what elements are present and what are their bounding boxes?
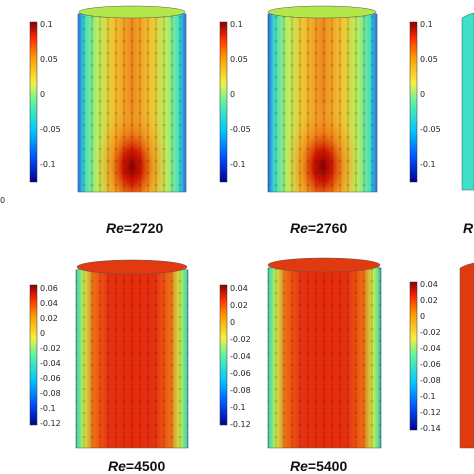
colorbar-tick: -0.14 [420, 424, 441, 433]
colorbar-tick: -0.12 [230, 420, 251, 429]
colorbar-tick: -0.02 [230, 335, 251, 344]
colorbar-tick: -0.08 [230, 386, 251, 395]
colorbar-tick: -0.12 [420, 408, 441, 417]
colorbar-tick: 0.05 [230, 55, 248, 64]
flow-field-panel-partial [459, 262, 474, 449]
colorbar-tick: 0.05 [40, 55, 58, 64]
colorbar-tick: -0.1 [420, 392, 436, 401]
colorbar-tick: -0.06 [230, 369, 251, 378]
colorbar-tick: 0 [420, 90, 425, 99]
colorbar-row2-left: 0.06 0.04 0.02 0 -0.02 -0.04 -0.06 -0.08… [29, 284, 61, 428]
colorbar-tick: -0.06 [40, 374, 61, 383]
colorbar-tick: -0.08 [420, 376, 441, 385]
colorbar-row1-right: 0.1 0.05 0 -0.05 -0.1 [409, 20, 441, 183]
flow-field-panel [77, 5, 187, 193]
colorbar-tick: 0.02 [230, 301, 248, 310]
flow-field-panel [267, 5, 378, 193]
flow-field-panel [267, 257, 382, 449]
colorbar-tick: 0.04 [420, 280, 438, 289]
colorbar-tick: -0.02 [40, 344, 61, 353]
colorbar-tick: -0.1 [230, 160, 246, 169]
flow-field-panel-partial [461, 12, 474, 191]
colorbar-tick: -0.05 [230, 125, 251, 134]
flow-field-panel [75, 259, 189, 449]
colorbar-row1-middle: 0.1 0.05 0 -0.05 -0.1 [219, 20, 251, 183]
left-edge-fragment: 0 [0, 196, 5, 205]
colorbar-tick: -0.12 [40, 419, 61, 428]
colorbar-tick: 0.02 [40, 314, 58, 323]
colorbar-row2-right: 0.04 0.02 0 -0.02 -0.04 -0.06 -0.08 -0.1… [409, 280, 441, 433]
colorbar-tick: 0.06 [40, 284, 58, 293]
colorbar-row1-left: 0.1 0.05 0 -0.05 -0.1 [29, 20, 61, 183]
colorbar-tick: -0.05 [420, 125, 441, 134]
colorbar-tick: -0.04 [40, 359, 61, 368]
colorbar-tick: -0.1 [420, 160, 436, 169]
colorbar-tick: -0.05 [40, 125, 61, 134]
colorbar-tick: 0.05 [420, 55, 438, 64]
colorbar-tick: -0.1 [230, 403, 246, 412]
colorbar-ticks: 0.1 0.05 0 -0.05 -0.1 [40, 20, 61, 169]
colorbar-tick: -0.1 [40, 404, 56, 413]
colorbar-tick: -0.06 [420, 360, 441, 369]
colorbar-tick: -0.04 [420, 344, 441, 353]
colorbar-tick: 0 [230, 318, 235, 327]
re-label-partial: R [463, 220, 474, 236]
re-label: Re=4500 [108, 458, 165, 474]
re-label: Re=2720 [106, 220, 163, 236]
colorbar-row2-middle: 0.04 0.02 0 -0.02 -0.04 -0.06 -0.08 -0.1… [219, 284, 251, 429]
colorbar-tick: -0.1 [40, 160, 56, 169]
colorbar-tick: 0 [40, 329, 45, 338]
colorbar-tick: -0.08 [40, 389, 61, 398]
colorbar-tick: -0.02 [420, 328, 441, 337]
colorbar-tick: 0 [230, 90, 235, 99]
colorbar-tick: 0 [40, 90, 45, 99]
colorbar-tick: 0.02 [420, 296, 438, 305]
colorbar-tick: 0.1 [230, 20, 243, 29]
colorbar-tick: 0.04 [40, 299, 58, 308]
re-label: Re=2760 [290, 220, 347, 236]
colorbar-tick: 0.1 [40, 20, 53, 29]
re-label: Re=5400 [290, 458, 347, 474]
colorbar-tick: -0.04 [230, 352, 251, 361]
colorbar-tick: 0.1 [420, 20, 433, 29]
colorbar-tick: 0.04 [230, 284, 248, 293]
colorbar-tick: 0 [420, 312, 425, 321]
